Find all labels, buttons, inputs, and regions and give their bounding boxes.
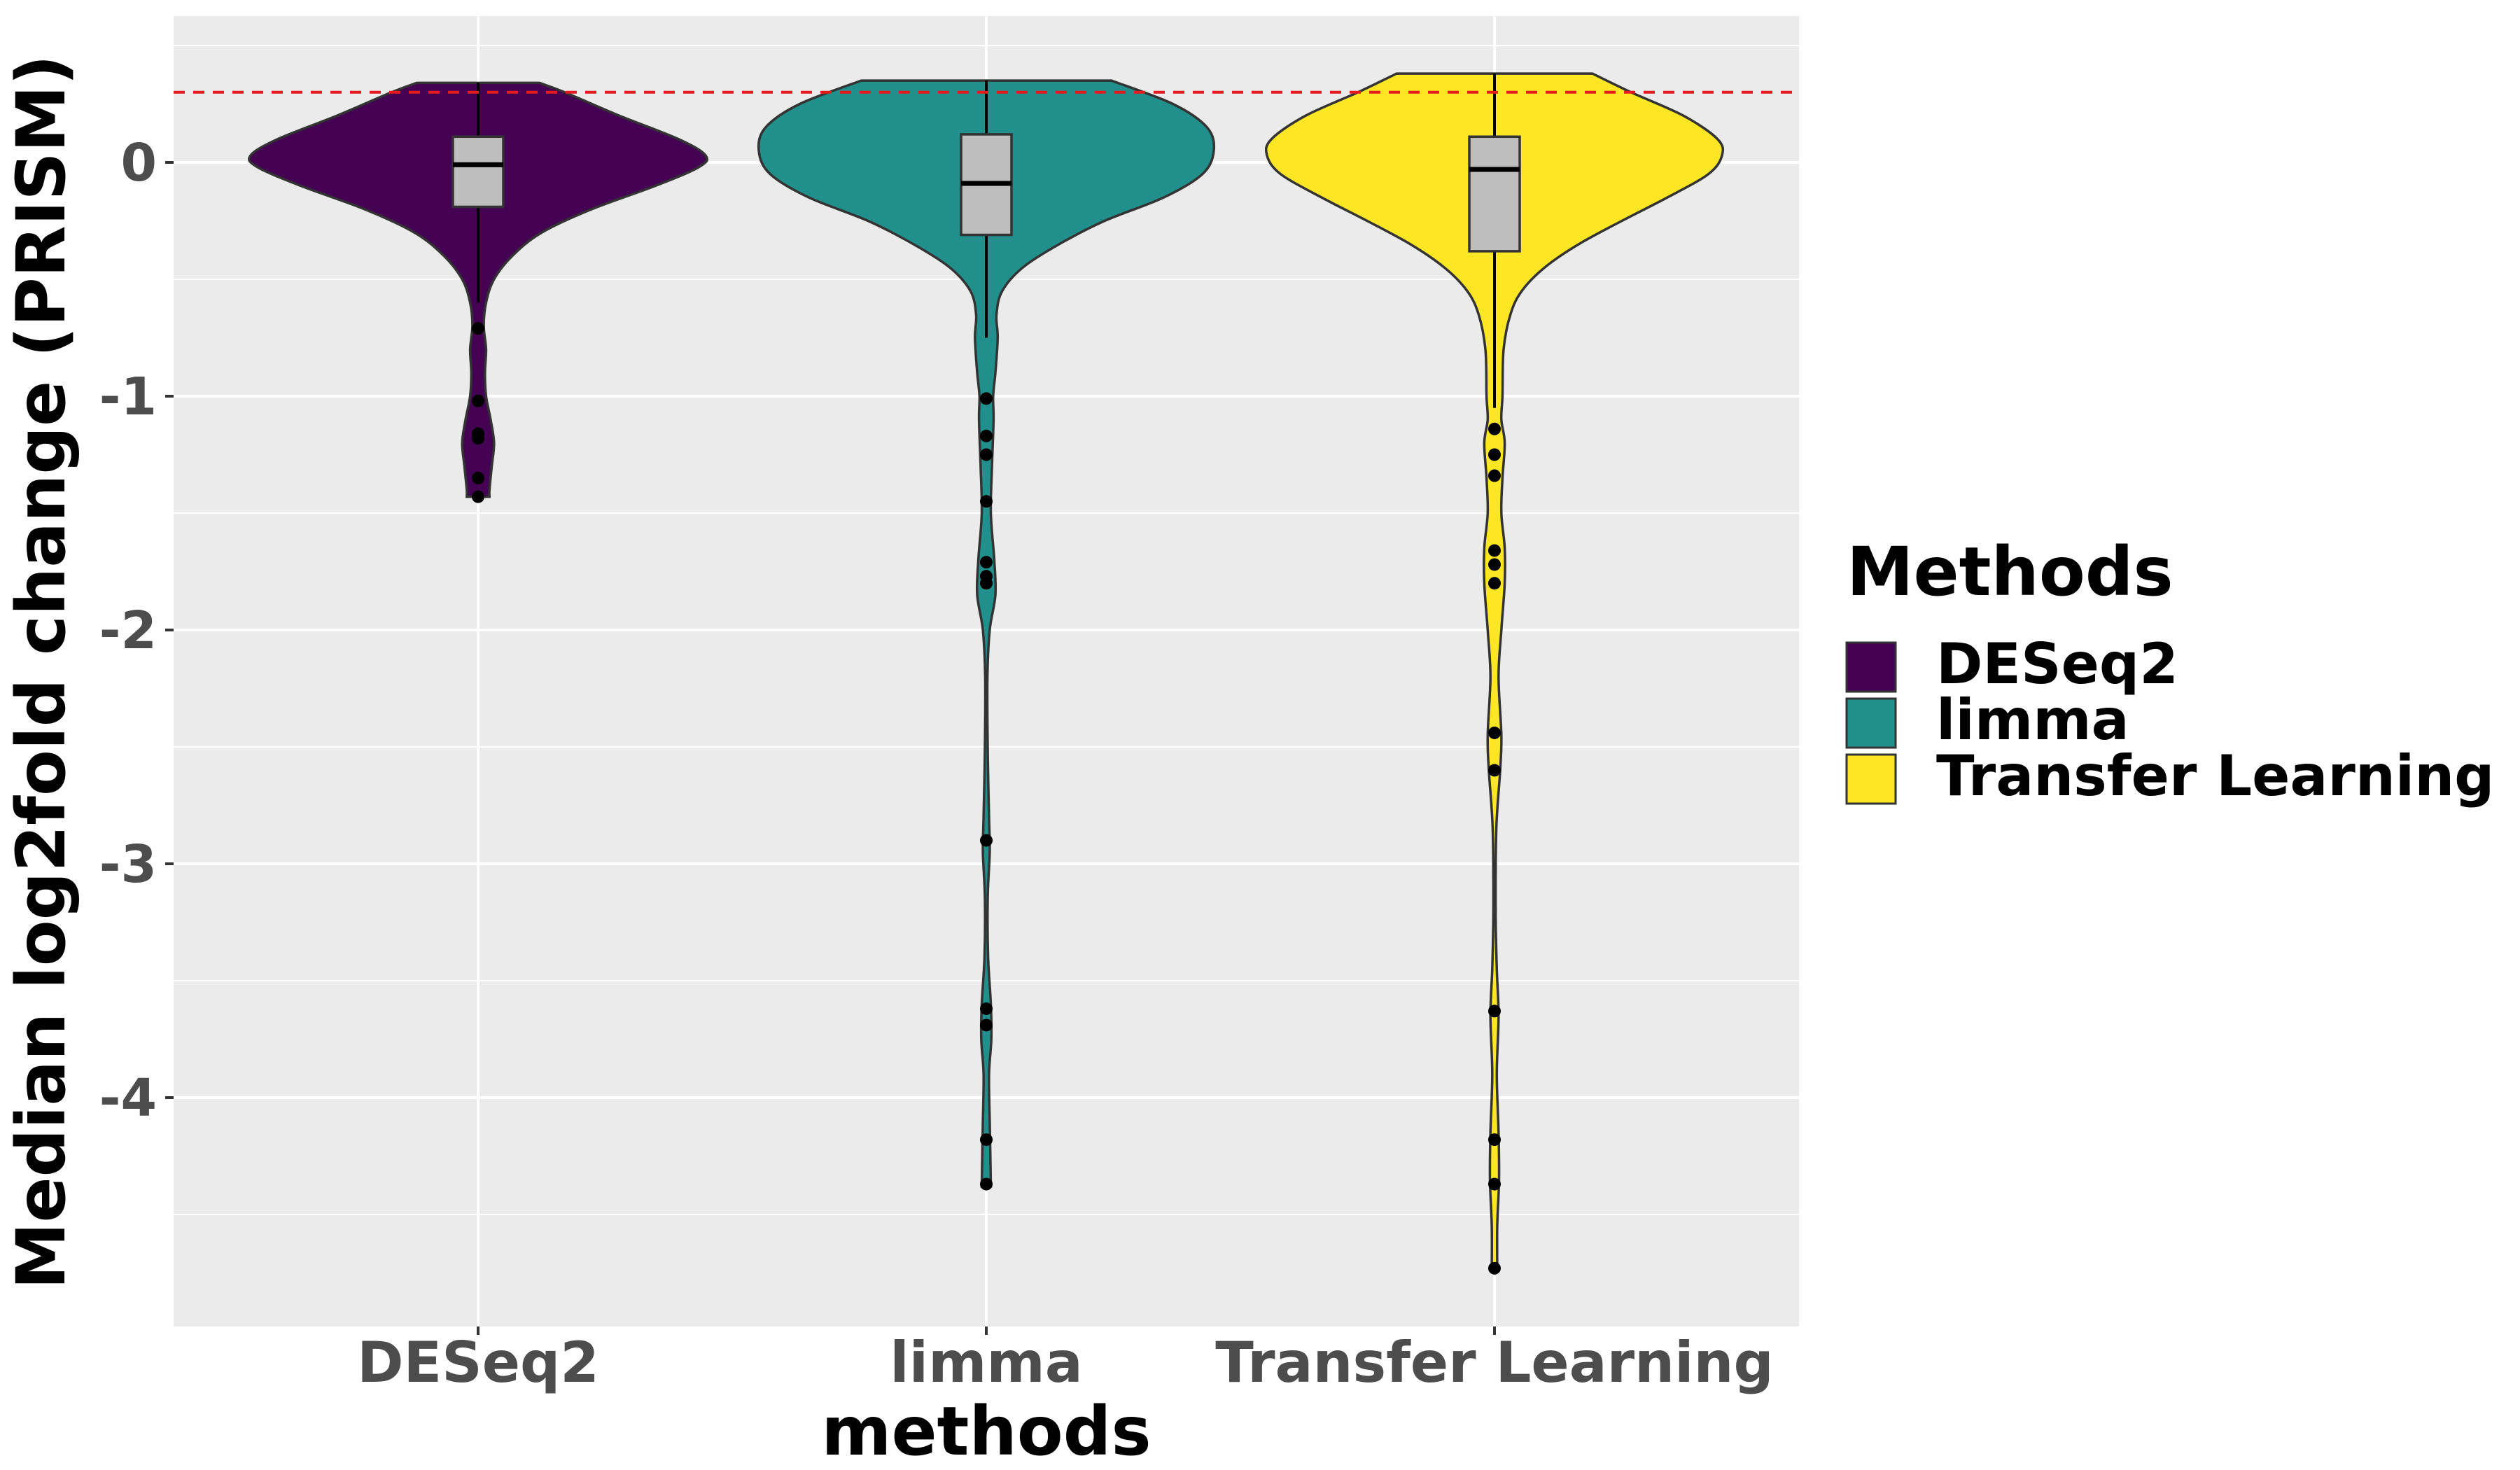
y-tick-label: -1 <box>99 367 157 427</box>
boxplots-layer <box>451 74 1521 408</box>
legend-key <box>1845 641 1897 693</box>
outlier-point <box>980 495 993 508</box>
outlier-point <box>472 322 484 335</box>
y-axis-ticks: 0 -1 -2 -3 -4 <box>99 133 174 1128</box>
outlier-point <box>472 490 484 503</box>
x-axis-title: methods <box>821 1392 1151 1470</box>
legend-label: limma <box>1936 687 2129 752</box>
outlier-point <box>472 471 484 484</box>
y-axis-title: Median log2fold change (PRISM) <box>2 55 80 1289</box>
outlier-point <box>980 1002 993 1016</box>
outlier-point <box>472 394 484 407</box>
outlier-point <box>980 577 993 590</box>
x-tick-label: limma <box>890 1330 1083 1395</box>
outlier-point <box>1488 422 1501 435</box>
box <box>1468 135 1521 253</box>
outlier-point <box>980 834 993 847</box>
outlier-point <box>1488 558 1501 571</box>
x-axis-ticks: DESeq2 limma Transfer Learning <box>357 1326 1774 1395</box>
outlier-points-layer <box>472 322 1501 1275</box>
outlier-point <box>1488 577 1501 590</box>
x-tick-label: DESeq2 <box>357 1330 599 1395</box>
outlier-point <box>1488 1261 1501 1275</box>
outlier-point <box>980 448 993 461</box>
x-tick-label: Transfer Learning <box>1215 1330 1773 1395</box>
legend-key <box>1845 697 1897 749</box>
outlier-point <box>1488 1004 1501 1018</box>
outlier-point <box>980 392 993 405</box>
outlier-point <box>1488 1177 1501 1191</box>
outlier-point <box>980 1018 993 1032</box>
outlier-point <box>1488 469 1501 482</box>
outlier-point <box>472 432 484 445</box>
box <box>451 135 505 209</box>
legend-title: Methods <box>1847 533 2174 611</box>
y-tick-label: -2 <box>99 601 157 661</box>
outlier-point <box>980 429 993 442</box>
legend-label: DESeq2 <box>1936 631 2178 696</box>
legend-label: Transfer Learning <box>1936 743 2494 808</box>
outlier-point <box>980 556 993 569</box>
legend-key <box>1845 753 1897 805</box>
y-tick-label: -3 <box>99 834 157 895</box>
y-tick-label: -4 <box>99 1068 157 1128</box>
outlier-point <box>980 1133 993 1147</box>
outlier-point <box>1488 726 1501 739</box>
outlier-point <box>1488 764 1501 777</box>
outlier-point <box>1488 544 1501 557</box>
outlier-point <box>1488 1133 1501 1147</box>
y-tick-label: 0 <box>121 133 158 193</box>
outlier-point <box>980 1177 993 1191</box>
outlier-point <box>1488 448 1501 461</box>
